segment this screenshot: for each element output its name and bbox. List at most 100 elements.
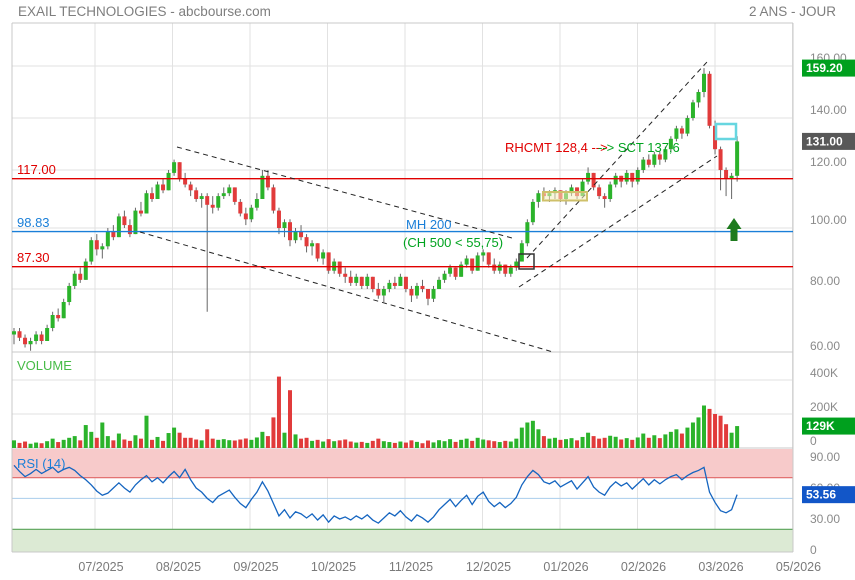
- candle-body: [100, 246, 105, 250]
- volume-bar: [398, 441, 403, 448]
- candle-body: [354, 276, 359, 283]
- last-price-badge: [802, 132, 855, 150]
- volume-bar: [403, 442, 408, 448]
- volume-bar: [72, 436, 77, 448]
- candle-body: [199, 196, 204, 199]
- price-tick-label: 140.00: [810, 103, 847, 117]
- candle-body: [61, 302, 66, 319]
- pane-border-layer: [11, 22, 794, 553]
- candle-body: [613, 175, 618, 185]
- candle-body: [227, 187, 232, 194]
- candle-body: [530, 201, 535, 223]
- volume-bar: [188, 437, 193, 448]
- candle-body: [597, 187, 602, 197]
- candle-body: [657, 154, 662, 160]
- month-label: 08/2025: [156, 560, 201, 574]
- candle-body: [426, 289, 430, 299]
- volume-bar: [332, 441, 337, 448]
- candle-body: [28, 341, 33, 345]
- volume-tick-label: 400K: [810, 366, 838, 380]
- volume-bar: [28, 443, 33, 448]
- volume-bar: [23, 441, 28, 448]
- volume-bar: [276, 376, 281, 448]
- volume-bar: [646, 437, 651, 448]
- volume-bar: [387, 442, 392, 448]
- candle-body: [459, 264, 464, 277]
- highlight-box-black: [518, 253, 535, 270]
- volume-bar: [497, 442, 502, 448]
- volume-bar: [624, 438, 629, 448]
- volume-bar: [735, 426, 740, 448]
- candle-body: [282, 222, 287, 228]
- volume-bar: [713, 414, 718, 448]
- volume-bar: [199, 440, 204, 448]
- rsi-tick-label: 30.00: [810, 512, 840, 526]
- volume-bar: [227, 440, 232, 448]
- volume-bar: [392, 442, 397, 448]
- candle-body: [475, 255, 480, 271]
- volume-badge-text: 129K: [806, 419, 835, 433]
- volume-bar: [503, 440, 508, 448]
- volume-bar: [630, 439, 635, 448]
- volume-bar: [508, 441, 513, 448]
- rsi-badge: [802, 486, 855, 504]
- candle-body: [668, 138, 673, 150]
- volume-bar: [17, 442, 22, 448]
- volume-bar: [210, 438, 215, 448]
- overlay-layer: [12, 61, 793, 353]
- candle-body: [17, 331, 22, 338]
- candle-body: [265, 175, 270, 188]
- ma200-price-label: 98.83: [17, 215, 50, 230]
- month-label: 07/2025: [78, 560, 123, 574]
- candle-body: [663, 149, 668, 160]
- candle-body: [299, 231, 304, 238]
- candle-body: [580, 181, 585, 197]
- volume-bar: [127, 440, 132, 448]
- volume-bar: [89, 431, 94, 448]
- ma200-note: MH 200: [406, 217, 452, 232]
- month-label: 12/2025: [466, 560, 511, 574]
- high-price-badge: [802, 59, 855, 77]
- volume-bar: [619, 439, 624, 448]
- volume-bar: [437, 440, 442, 448]
- candle-body: [729, 175, 734, 179]
- volume-bar: [150, 439, 154, 448]
- volume-bar: [564, 439, 568, 448]
- candle-body: [420, 285, 425, 289]
- candle-body: [293, 231, 298, 241]
- candle-body: [481, 252, 486, 256]
- last-price-badge-text: 131.00: [806, 134, 843, 148]
- candle-body: [133, 210, 138, 235]
- support-price-label: 87.30: [17, 250, 50, 265]
- candle-body: [365, 276, 370, 286]
- highlight-box-yellow: [542, 191, 588, 202]
- candle-body: [216, 196, 221, 208]
- volume-bar: [370, 440, 375, 448]
- month-label: 02/2026: [621, 560, 666, 574]
- volume-bar: [448, 439, 453, 448]
- candle-body: [442, 273, 447, 280]
- candle-body: [83, 261, 88, 280]
- candle-body: [376, 289, 381, 296]
- volume-bar: [183, 437, 188, 448]
- volume-bar: [657, 438, 662, 448]
- volume-bar: [470, 440, 475, 448]
- volume-bar: [205, 429, 210, 448]
- volume-bar: [343, 439, 348, 448]
- volume-tick-label: 200K: [810, 400, 838, 414]
- volume-bar: [315, 439, 320, 448]
- volume-bar: [729, 432, 734, 448]
- candle-body: [34, 334, 39, 341]
- volume-bar: [83, 425, 88, 448]
- volume-bar: [243, 438, 248, 448]
- rsi-overbought-band: [12, 449, 793, 478]
- volume-bar: [166, 433, 171, 448]
- volume-tick-label: 0: [810, 434, 817, 448]
- volume-bar: [426, 440, 430, 448]
- candle-body: [624, 172, 629, 182]
- candle-body: [271, 187, 276, 211]
- price-tick-label: 80.00: [810, 274, 840, 288]
- rsi-oversold-band: [12, 529, 793, 552]
- period-label: 2 ANS - JOUR: [749, 4, 836, 19]
